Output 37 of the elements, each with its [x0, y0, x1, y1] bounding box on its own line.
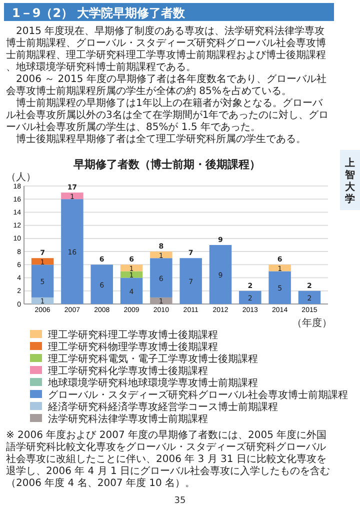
bar [150, 252, 172, 258]
bar [61, 192, 84, 200]
legend-label: グローバル・スタディーズ研究科グローバル社会専攻博士前期課程 [48, 389, 348, 401]
bar [268, 264, 291, 272]
bar [120, 271, 143, 278]
x-axis-title: （年度） [292, 317, 332, 329]
bar [31, 258, 54, 265]
legend-label: 理工学研究科電気・電子工学専攻博士後期課程 [48, 353, 258, 365]
chart-title: 1－9（2） 大学院早期修了者数 [12, 6, 186, 20]
bar [150, 258, 172, 298]
bar [268, 271, 291, 304]
legend-label: 法学研究科法律学専攻博士前期課程 [48, 413, 208, 425]
legend-label: 理工学研究科化学専攻博士後期課程 [48, 365, 208, 377]
bar [61, 199, 84, 304]
text: ※ 2006 年度および 2007 年度の早期修了者数には、2005 年度に外国語学研究科比較文化専攻をグローバル・スタディーズ研究科グローバル社会専攻に改組したことに伴い、2006 年 3 月 31 日に比較文化専攻を退学し、2006 年 4 月 1 日にグローバル社会専攻に入学したものを含む（2006 年度 4 名、2007 年度 10 名）。 [6, 429, 330, 489]
text: 2015 年度現在、早期修了制度のある専攻は、法学研究科法律学専攻博士前期課程、グローバル・スタディーズ研究科グローバル社会専攻博士前期課程、理工学研究科理工学専攻博士前期課程および博士後期課程、地球環境学研究科博士前期課程である。 [6, 25, 326, 73]
bar [90, 264, 113, 304]
chart-subtitle: 早期修了者数（博士前期・後期課程） [72, 158, 260, 171]
text: 2006 ～ 2015 年度の早期修了者は各年度数名であり、グローバル社会専攻博士前期課程所属の学生が全体の約 85%を占めている。 [6, 73, 326, 97]
bar [150, 297, 172, 304]
y-axis-title: （人） [6, 172, 36, 183]
legend-label: 理工学研究科理工学専攻博士後期課程 [48, 329, 218, 341]
text: 35 [174, 496, 186, 506]
bar [31, 264, 54, 298]
legend-label: 地球環境学研究科地球環境学専攻博士前期課程 [47, 377, 258, 389]
bar [298, 290, 321, 304]
bar [120, 278, 143, 304]
bar [180, 258, 202, 304]
text: 上智大学 [344, 157, 356, 205]
text: 博士後期課程早期修了者は全て理工学研究科所属の学生である。 [16, 133, 306, 145]
legend-label: 経済学研究科経済学専攻経営学コース博士前期課程 [47, 401, 278, 413]
bar [209, 245, 232, 304]
bar [31, 297, 54, 304]
text: 博士前期課程の早期修了は1年以上の在籍者が対象となる。グローバル社会専攻所属以外の3名は全て在学期間が1年であったのに対し、グローバル社会専攻所属の学生は、85%が 1.5 年であった。 [6, 97, 329, 133]
bar [239, 290, 262, 304]
legend-label: 理工学研究科物理学専攻博士後期課程 [48, 341, 218, 353]
bar [120, 264, 143, 272]
